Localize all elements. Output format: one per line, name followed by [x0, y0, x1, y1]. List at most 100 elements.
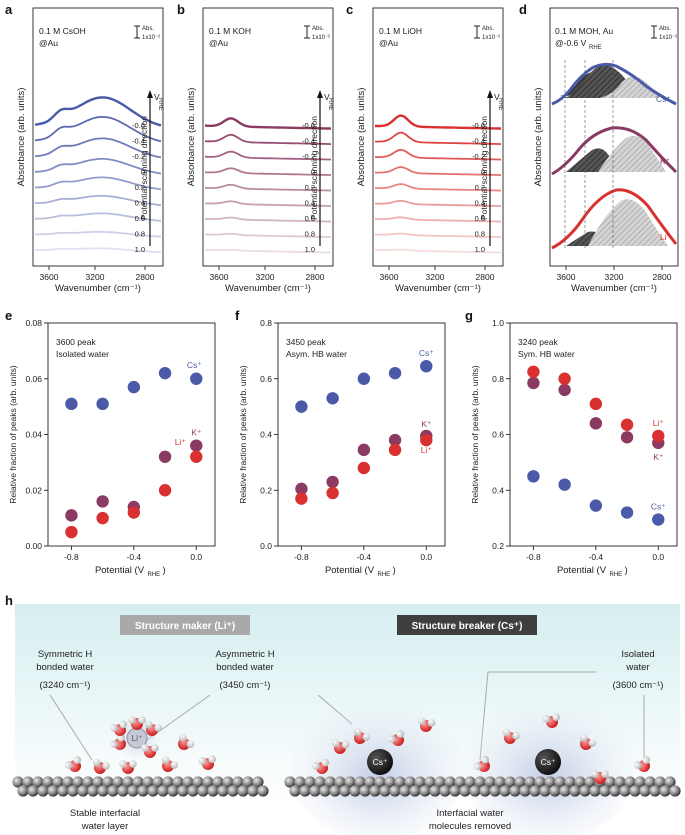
c-spectrum-8: [374, 248, 502, 254]
point-k-1: [558, 383, 571, 397]
scatter-xlabel-end: ): [625, 565, 628, 576]
series-label-k: K⁺: [653, 452, 664, 462]
point-cs-4: [190, 372, 203, 385]
scatter-title: 3600 peak: [56, 337, 96, 347]
water-molecule: [161, 756, 179, 772]
electrode-surface-right: [284, 776, 681, 797]
ytick-label: 0.2: [492, 541, 504, 551]
scatter-xlabel-sub: RHE: [610, 572, 623, 578]
b-vrhe-label: V: [324, 92, 330, 102]
c-scale-abs: Abs.: [482, 26, 494, 32]
spectra-panel-deconvolution: 0.1 M MOH, Au @-0.6 V RHE Abs. 1x10⁻² Cs…: [533, 7, 679, 294]
scatter-panel-3450: 0.0 0.2 0.4 0.6 0.8 -0.8 -0.4 0.0 3450 peak Asym.…: [238, 318, 446, 578]
li-spectrum: [551, 188, 678, 250]
scatter-xlabel: Potential (V: [557, 565, 607, 576]
illustration-panel: Structure maker (Li⁺) Structure breaker …: [12, 604, 681, 835]
xtick-label: -0.4: [357, 552, 372, 562]
a-potential-label-1: -0.4: [132, 137, 145, 146]
a-potential-label-4: 0.2: [135, 183, 145, 192]
water-molecule: [119, 760, 137, 774]
c-potential-label-0: -0.6: [472, 121, 485, 130]
ytick-label: 0.0: [260, 541, 272, 551]
a-xtick-0: 3600: [40, 272, 59, 282]
series-label-cs: Cs⁺: [419, 348, 434, 358]
point-k-1: [326, 475, 339, 489]
scatter-ylabel: Relative fraction of peaks (arb. units): [238, 365, 248, 504]
xtick-label: 0.0: [420, 552, 432, 562]
water-molecule: [178, 733, 195, 750]
iso-label-1: Isolated: [621, 649, 654, 660]
point-li-1: [96, 511, 109, 525]
left-caption-2: water layer: [81, 821, 128, 832]
b-potential-label-3: 0: [311, 168, 315, 177]
water-molecule: [579, 734, 597, 750]
a-spectrum-2: [34, 137, 162, 159]
water-molecule: [64, 756, 82, 772]
d-xtick-2: 2800: [653, 272, 672, 282]
point-k-0: [295, 482, 308, 496]
water-molecule: [387, 730, 405, 746]
water-molecule: [141, 744, 159, 758]
point-cs-0: [527, 470, 540, 483]
point-cs-3: [620, 506, 634, 519]
scatter-title: 3240 peak: [518, 337, 558, 347]
b-xtick-0: 3600: [210, 272, 229, 282]
d-ion-cs: Cs⁺: [656, 94, 671, 104]
point-cs-2: [589, 499, 603, 512]
scatter-panel-3240: 0.2 0.4 0.6 0.8 1.0 -0.8 -0.4 0.0 3240 peak Sym. …: [470, 318, 678, 578]
ytick-label: 1.0: [492, 318, 504, 328]
scatter-ylabel: Relative fraction of peaks (arb. units): [470, 365, 480, 504]
b-ylabel: Absorbance (arb. units): [186, 88, 197, 187]
iso-label-3: (3600 cm⁻¹): [613, 680, 664, 691]
panel-label-e: e: [5, 308, 12, 323]
d-ylabel: Absorbance (arb. units): [533, 88, 544, 187]
scatter-subtitle: Asym. HB water: [286, 349, 347, 359]
series-label-cs: Cs⁺: [187, 360, 202, 370]
b-scale-val: 1x10⁻²: [312, 35, 330, 41]
k-spectrum: [551, 126, 678, 176]
ytick-label: 0.6: [260, 374, 272, 384]
cs-ion-right-label: Cs⁺: [541, 757, 556, 767]
panel-label-g: g: [465, 308, 473, 323]
ytick-label: 0.04: [25, 430, 42, 440]
c-spectrum-6: [374, 216, 502, 223]
water-molecule: [502, 728, 520, 744]
water-molecule: [128, 716, 146, 730]
b-potential-label-5: 0.4: [305, 199, 315, 208]
c-potential-label-2: -0.2: [472, 152, 485, 161]
d-ion-k: K⁺: [660, 156, 671, 166]
b-spectrum-3: [204, 167, 332, 176]
water-molecules: [64, 713, 651, 784]
scatter-xlabel: Potential (V: [95, 565, 145, 576]
point-cs-2: [127, 380, 141, 394]
ytick-label: 0.6: [492, 430, 504, 440]
c-potential-label-8: 1.0: [475, 245, 485, 254]
b-spectrum-7: [205, 232, 332, 238]
point-li-4: [190, 450, 203, 463]
a-scan-label: Potential scanning direction: [139, 116, 149, 220]
a-vrhe-label: V: [154, 92, 160, 102]
xtick-label: 0.0: [190, 552, 202, 562]
point-cs-4: [420, 360, 433, 373]
right-caption-2: molecules removed: [429, 821, 511, 832]
scatter-xlabel-sub: RHE: [148, 572, 161, 578]
c-vrhe-label: V: [494, 92, 500, 102]
c-scale-val: 1x10⁻²: [482, 35, 500, 41]
point-k-1: [96, 495, 109, 508]
spectra-panel-cs: 0.1 M CsOH @Au Abs. 1x10⁻² -0.6 -0.4 -0.2 0 0.2 0…: [16, 7, 164, 294]
c-spectrum-2: [374, 148, 502, 161]
cs-ion-left: [367, 749, 393, 775]
d-legend-line2: @-0.6 V: [555, 38, 587, 48]
water-molecule: [331, 739, 350, 754]
b-spectrum-4: [204, 183, 332, 192]
a-xlabel: Wavenumber (cm⁻¹): [55, 283, 141, 294]
point-li-2: [589, 397, 603, 411]
point-cs-3: [388, 366, 402, 380]
panel-label-b: b: [177, 2, 185, 17]
point-cs-0: [295, 400, 308, 413]
cs-ion-left-label: Cs⁺: [373, 757, 388, 767]
water-molecule: [591, 770, 609, 784]
a-xtick-1: 3200: [86, 272, 105, 282]
c-xtick-1: 3200: [426, 272, 445, 282]
series-label-li: Li⁺: [653, 418, 665, 428]
